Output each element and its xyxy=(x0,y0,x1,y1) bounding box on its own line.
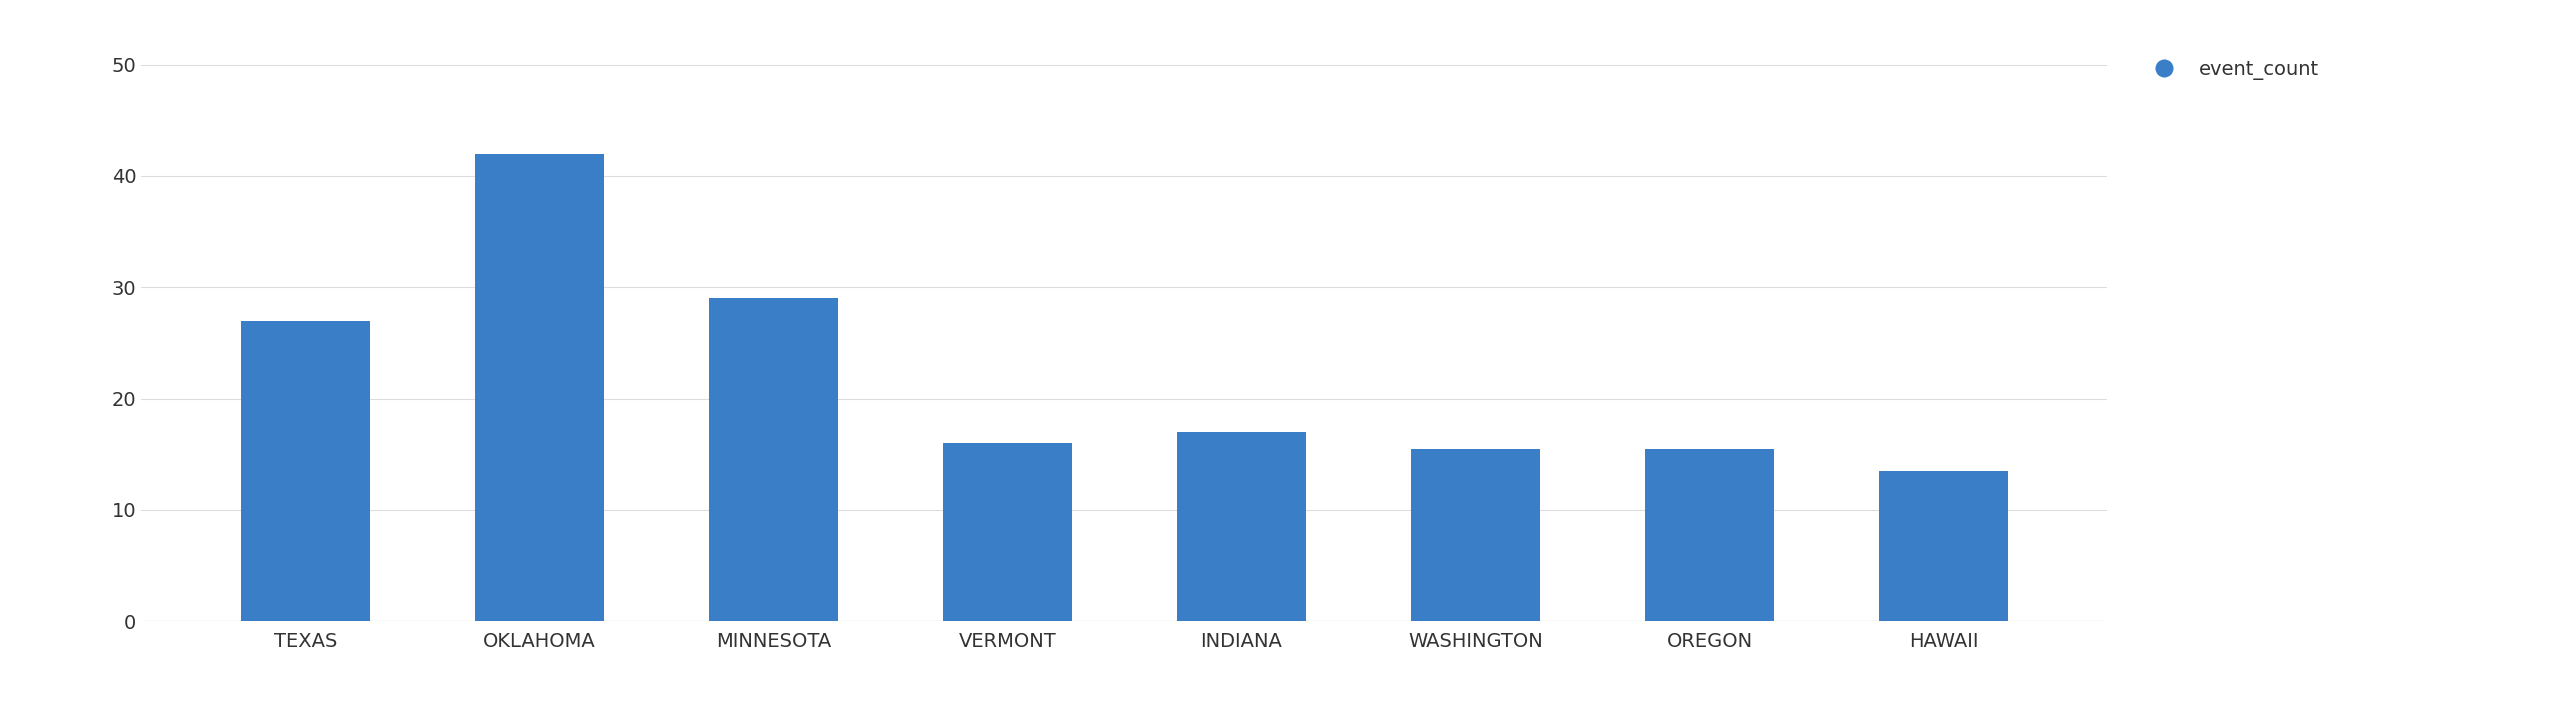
Bar xyxy=(1645,449,1773,621)
Bar xyxy=(1879,471,2007,621)
Legend: event_count: event_count xyxy=(2136,52,2326,88)
Bar xyxy=(709,299,838,621)
Bar xyxy=(242,321,370,621)
Bar xyxy=(1177,432,1306,621)
Bar xyxy=(1411,449,1539,621)
Bar xyxy=(943,443,1072,621)
Bar xyxy=(475,154,604,621)
